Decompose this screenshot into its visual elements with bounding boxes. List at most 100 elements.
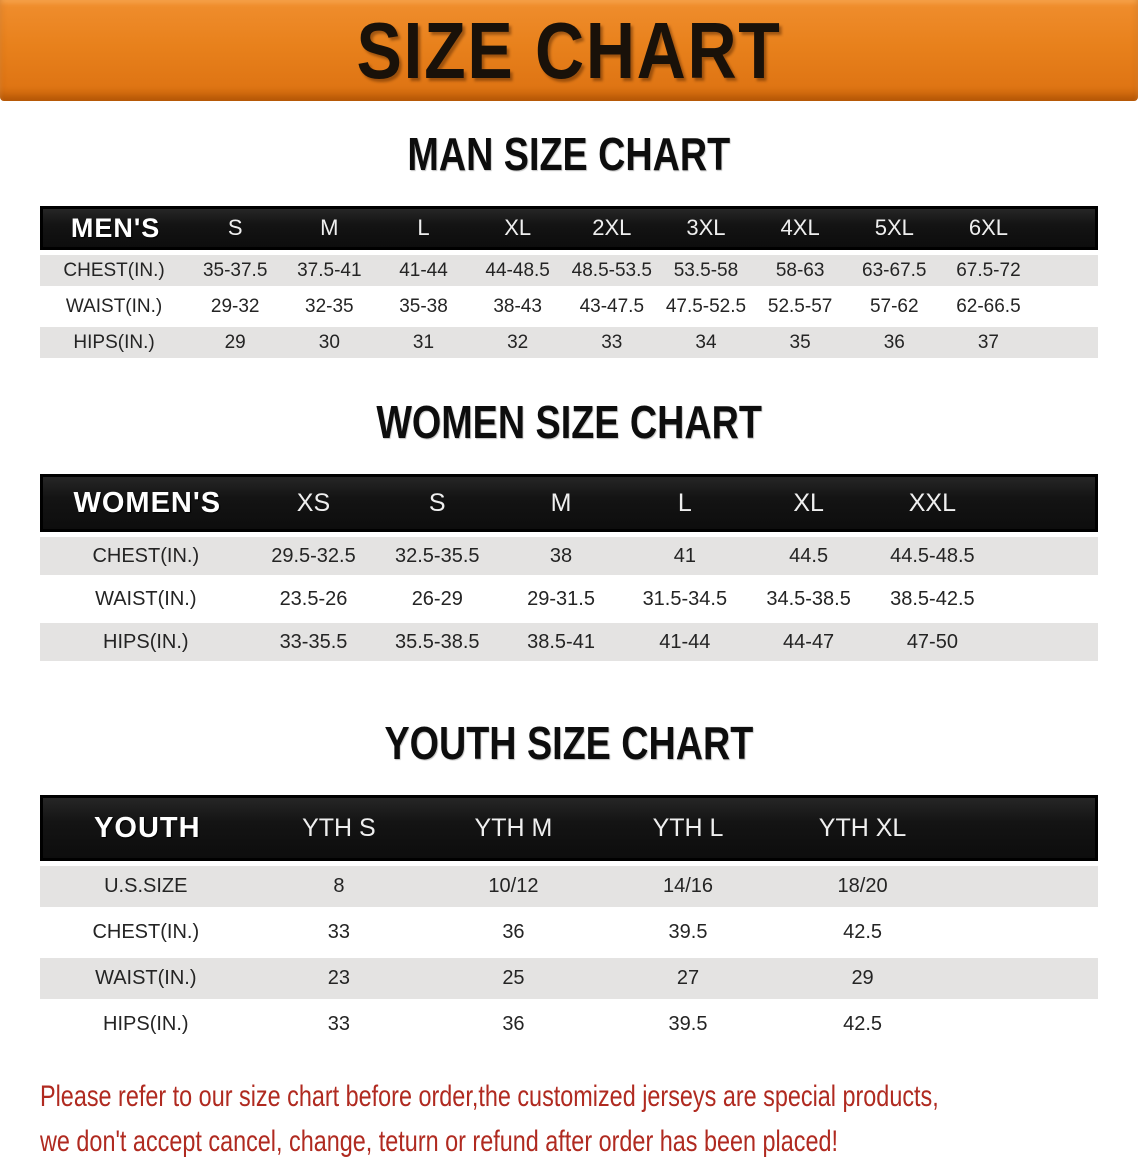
size-column-header: 6XL bbox=[941, 206, 1036, 250]
measurement-row: HIPS(IN.) 29 30 31 32 33 34 35 36 37 bbox=[40, 327, 1098, 358]
measurement-label: CHEST(IN.) bbox=[40, 537, 252, 575]
size-column-header: M bbox=[499, 474, 623, 532]
measurement-value: 44.5 bbox=[746, 537, 871, 575]
banner-title: SIZE CHART bbox=[356, 5, 782, 95]
measurement-value: 33 bbox=[251, 912, 427, 953]
measurement-value: 27 bbox=[600, 958, 776, 999]
measurement-value: 39.5 bbox=[600, 912, 776, 953]
measurement-value: 67.5-72 bbox=[941, 255, 1036, 286]
measurement-value: 36 bbox=[847, 327, 942, 358]
disclaimer: Please refer to our size chart before or… bbox=[40, 1074, 1138, 1164]
size-column-header: XXL bbox=[870, 474, 995, 532]
measurement-value: 42.5 bbox=[775, 912, 950, 953]
measurement-label: U.S.SIZE bbox=[40, 866, 252, 907]
size-column-header: YTH S bbox=[251, 795, 427, 861]
row-spacer-cell bbox=[1035, 327, 1098, 358]
measurement-value: 29-32 bbox=[188, 291, 283, 322]
measurement-label: WAIST(IN.) bbox=[40, 580, 252, 618]
women-size-table: WOMEN'S XS S M L XL XXL CHEST(IN.) 29.5-32.5 32.5… bbox=[40, 469, 1098, 666]
measurement-label: WAIST(IN.) bbox=[40, 958, 252, 999]
row-spacer-cell bbox=[1035, 291, 1098, 322]
size-header-row: YOUTH YTH S YTH M YTH L YTH XL bbox=[40, 795, 1098, 861]
disclaimer-line-2: we don't accept cancel, change, teturn o… bbox=[40, 1125, 838, 1158]
measurement-value: 10/12 bbox=[426, 866, 601, 907]
measurement-value: 35-37.5 bbox=[188, 255, 283, 286]
measurement-value: 44-47 bbox=[746, 623, 871, 661]
measurement-value: 14/16 bbox=[600, 866, 776, 907]
measurement-label: HIPS(IN.) bbox=[40, 327, 189, 358]
measurement-value: 23.5-26 bbox=[251, 580, 376, 618]
section-title-text: WOMEN SIZE CHART bbox=[376, 396, 762, 448]
measurement-value: 33 bbox=[564, 327, 659, 358]
section-title-text: YOUTH SIZE CHART bbox=[384, 717, 754, 769]
measurement-value: 47-50 bbox=[870, 623, 995, 661]
measurement-row: CHEST(IN.) 33 36 39.5 42.5 bbox=[40, 912, 1098, 953]
measurement-value: 58-63 bbox=[753, 255, 848, 286]
measurement-value: 41 bbox=[622, 537, 747, 575]
measurement-value: 36 bbox=[426, 1004, 601, 1045]
section-title-text: MAN SIZE CHART bbox=[407, 128, 731, 180]
measurement-row: WAIST(IN.) 29-32 32-35 35-38 38-43 43-47.5 47.… bbox=[40, 291, 1098, 322]
size-column-header: YTH M bbox=[426, 795, 601, 861]
row-spacer-cell bbox=[949, 1004, 1098, 1045]
row-spacer-cell bbox=[994, 537, 1098, 575]
table-corner-label: YOUTH bbox=[40, 795, 252, 861]
measurement-label: HIPS(IN.) bbox=[40, 1004, 252, 1045]
measurement-label: HIPS(IN.) bbox=[40, 623, 252, 661]
measurement-value: 29 bbox=[775, 958, 950, 999]
youth-size-table: YOUTH YTH S YTH M YTH L YTH XL U.S.SIZE 8 10/12… bbox=[40, 790, 1098, 1050]
size-column-header: YTH L bbox=[600, 795, 776, 861]
measurement-value: 44.5-48.5 bbox=[870, 537, 995, 575]
measurement-value: 34 bbox=[658, 327, 754, 358]
measurement-value: 30 bbox=[282, 327, 377, 358]
measurement-value: 37.5-41 bbox=[282, 255, 377, 286]
measurement-row: WAIST(IN.) 23 25 27 29 bbox=[40, 958, 1098, 999]
size-column-header: YTH XL bbox=[775, 795, 950, 861]
header-spacer-cell bbox=[1035, 206, 1098, 250]
size-chart-banner: SIZE CHART bbox=[0, 0, 1138, 101]
size-column-header: L bbox=[376, 206, 471, 250]
measurement-value: 8 bbox=[251, 866, 427, 907]
size-column-header: S bbox=[375, 474, 500, 532]
measurement-row: WAIST(IN.) 23.5-26 26-29 29-31.5 31.5-34.5 34… bbox=[40, 580, 1098, 618]
measurement-value: 44-48.5 bbox=[470, 255, 565, 286]
measurement-value: 32-35 bbox=[282, 291, 377, 322]
size-column-header: XL bbox=[746, 474, 871, 532]
measurement-value: 47.5-52.5 bbox=[658, 291, 754, 322]
size-column-header: 3XL bbox=[658, 206, 754, 250]
measurement-value: 63-67.5 bbox=[847, 255, 942, 286]
disclaimer-line-1: Please refer to our size chart before or… bbox=[40, 1080, 939, 1113]
row-spacer-cell bbox=[949, 912, 1098, 953]
measurement-value: 43-47.5 bbox=[564, 291, 659, 322]
size-column-header: 4XL bbox=[753, 206, 848, 250]
measurement-row: CHEST(IN.) 29.5-32.5 32.5-35.5 38 41 44.5 44.5… bbox=[40, 537, 1098, 575]
measurement-value: 38.5-42.5 bbox=[870, 580, 995, 618]
measurement-value: 38 bbox=[499, 537, 623, 575]
measurement-value: 35-38 bbox=[376, 291, 471, 322]
row-spacer-cell bbox=[994, 623, 1098, 661]
men-section-title: MAN SIZE CHART bbox=[0, 127, 1138, 181]
measurement-value: 42.5 bbox=[775, 1004, 950, 1045]
measurement-value: 31.5-34.5 bbox=[622, 580, 747, 618]
measurement-row: HIPS(IN.) 33-35.5 35.5-38.5 38.5-41 41-44 44-… bbox=[40, 623, 1098, 661]
table-corner-label: WOMEN'S bbox=[40, 474, 252, 532]
size-column-header: XL bbox=[470, 206, 565, 250]
measurement-value: 37 bbox=[941, 327, 1036, 358]
size-column-header: L bbox=[622, 474, 747, 532]
measurement-row: U.S.SIZE 8 10/12 14/16 18/20 bbox=[40, 866, 1098, 907]
measurement-row: HIPS(IN.) 33 36 39.5 42.5 bbox=[40, 1004, 1098, 1045]
size-column-header: M bbox=[282, 206, 377, 250]
header-spacer-cell bbox=[994, 474, 1098, 532]
measurement-value: 38-43 bbox=[470, 291, 565, 322]
measurement-value: 33 bbox=[251, 1004, 427, 1045]
measurement-value: 52.5-57 bbox=[753, 291, 848, 322]
measurement-value: 29-31.5 bbox=[499, 580, 623, 618]
measurement-label: CHEST(IN.) bbox=[40, 912, 252, 953]
measurement-value: 29 bbox=[188, 327, 283, 358]
header-spacer-cell bbox=[949, 795, 1098, 861]
table-corner-label: MEN'S bbox=[40, 206, 189, 250]
measurement-value: 32.5-35.5 bbox=[375, 537, 500, 575]
measurement-value: 39.5 bbox=[600, 1004, 776, 1045]
size-column-header: S bbox=[188, 206, 283, 250]
men-size-table: MEN'S S M L XL 2XL 3XL 4XL 5XL 6XL CHEST(IN.) 35-37… bbox=[40, 201, 1098, 363]
